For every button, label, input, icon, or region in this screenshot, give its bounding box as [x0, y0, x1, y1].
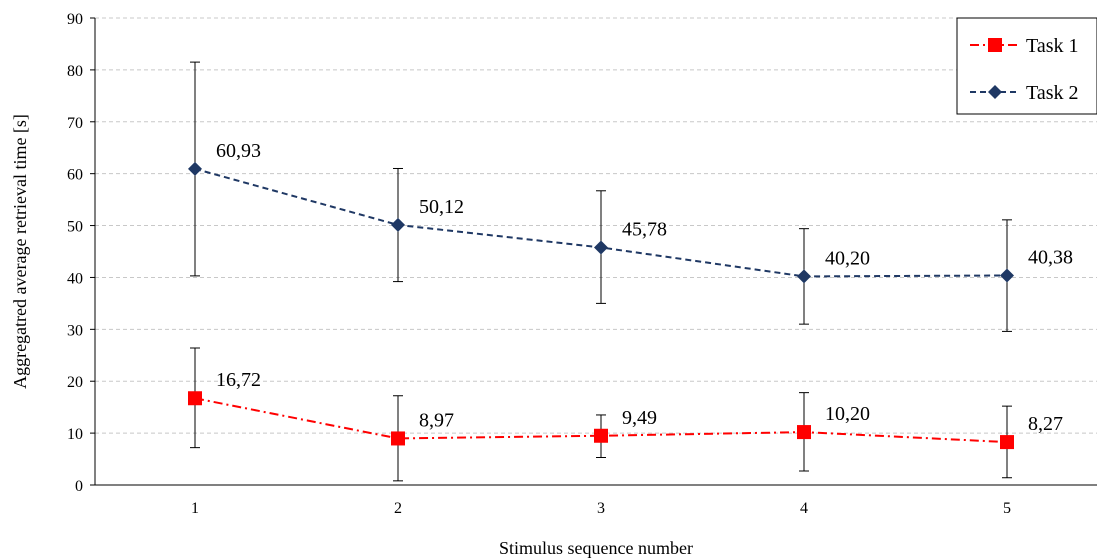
y-tick-label: 80 — [67, 63, 83, 80]
y-tick-label: 10 — [67, 426, 83, 443]
data-point — [594, 240, 608, 255]
y-tick-label: 60 — [67, 167, 83, 184]
series-task-1: 16,72 8,97 9,49 10,20 8,27 — [188, 347, 1063, 482]
data-point — [188, 161, 202, 176]
data-label: 60,93 — [216, 140, 261, 162]
y-tick-label: 50 — [67, 219, 83, 236]
data-point — [391, 431, 405, 446]
y-tick-label: 0 — [75, 478, 83, 495]
y-axis-title: Aggregatred average retrieval time [s] — [10, 114, 30, 389]
data-label: 9,49 — [622, 407, 657, 429]
data-label: 8,27 — [1028, 413, 1063, 435]
data-point — [797, 425, 811, 440]
legend-box — [956, 17, 1097, 115]
legend-label: Task 2 — [1026, 82, 1078, 104]
grid-lines — [95, 17, 1097, 434]
data-label: 8,97 — [419, 409, 454, 431]
y-axis-ticks: 0 10 20 30 40 50 60 70 80 90 — [67, 11, 95, 495]
data-point — [1000, 435, 1014, 450]
data-point — [391, 217, 405, 232]
legend-item: Task 2 — [970, 82, 1078, 104]
data-label: 45,78 — [622, 218, 667, 240]
data-label: 40,38 — [1028, 246, 1073, 268]
x-tick-label: 4 — [800, 500, 808, 517]
x-tick-label: 5 — [1003, 500, 1011, 517]
x-tick-label: 2 — [394, 500, 402, 517]
data-label: 10,20 — [825, 403, 870, 425]
legend-marker — [988, 38, 1002, 52]
series-layer: 16,72 8,97 9,49 10,20 8,27 60,93 50,12 45,78 40,… — [188, 61, 1073, 482]
data-label: 16,72 — [216, 369, 261, 391]
y-tick-label: 40 — [67, 270, 83, 287]
data-label: 50,12 — [419, 196, 464, 218]
y-tick-label: 20 — [67, 374, 83, 391]
y-tick-label: 70 — [67, 115, 83, 132]
data-point — [797, 269, 811, 284]
legend: Task 1 Task 2 — [956, 17, 1097, 115]
legend-marker — [988, 85, 1002, 99]
y-tick-label: 90 — [67, 11, 83, 28]
data-point — [594, 428, 608, 443]
x-tick-label: 3 — [597, 500, 605, 517]
x-tick-label: 1 — [191, 500, 199, 517]
series-task-2: 60,93 50,12 45,78 40,20 40,38 — [188, 61, 1073, 332]
legend-label: Task 1 — [1026, 35, 1078, 57]
x-axis-title: Stimulus sequence number — [499, 538, 693, 558]
y-tick-label: 30 — [67, 322, 83, 339]
data-point — [1000, 268, 1014, 283]
x-axis-ticks: 1 2 3 4 5 — [191, 500, 1011, 517]
legend-item: Task 1 — [970, 35, 1078, 57]
data-point — [188, 391, 202, 406]
series-line — [194, 397, 1008, 444]
data-label: 40,20 — [825, 247, 870, 269]
